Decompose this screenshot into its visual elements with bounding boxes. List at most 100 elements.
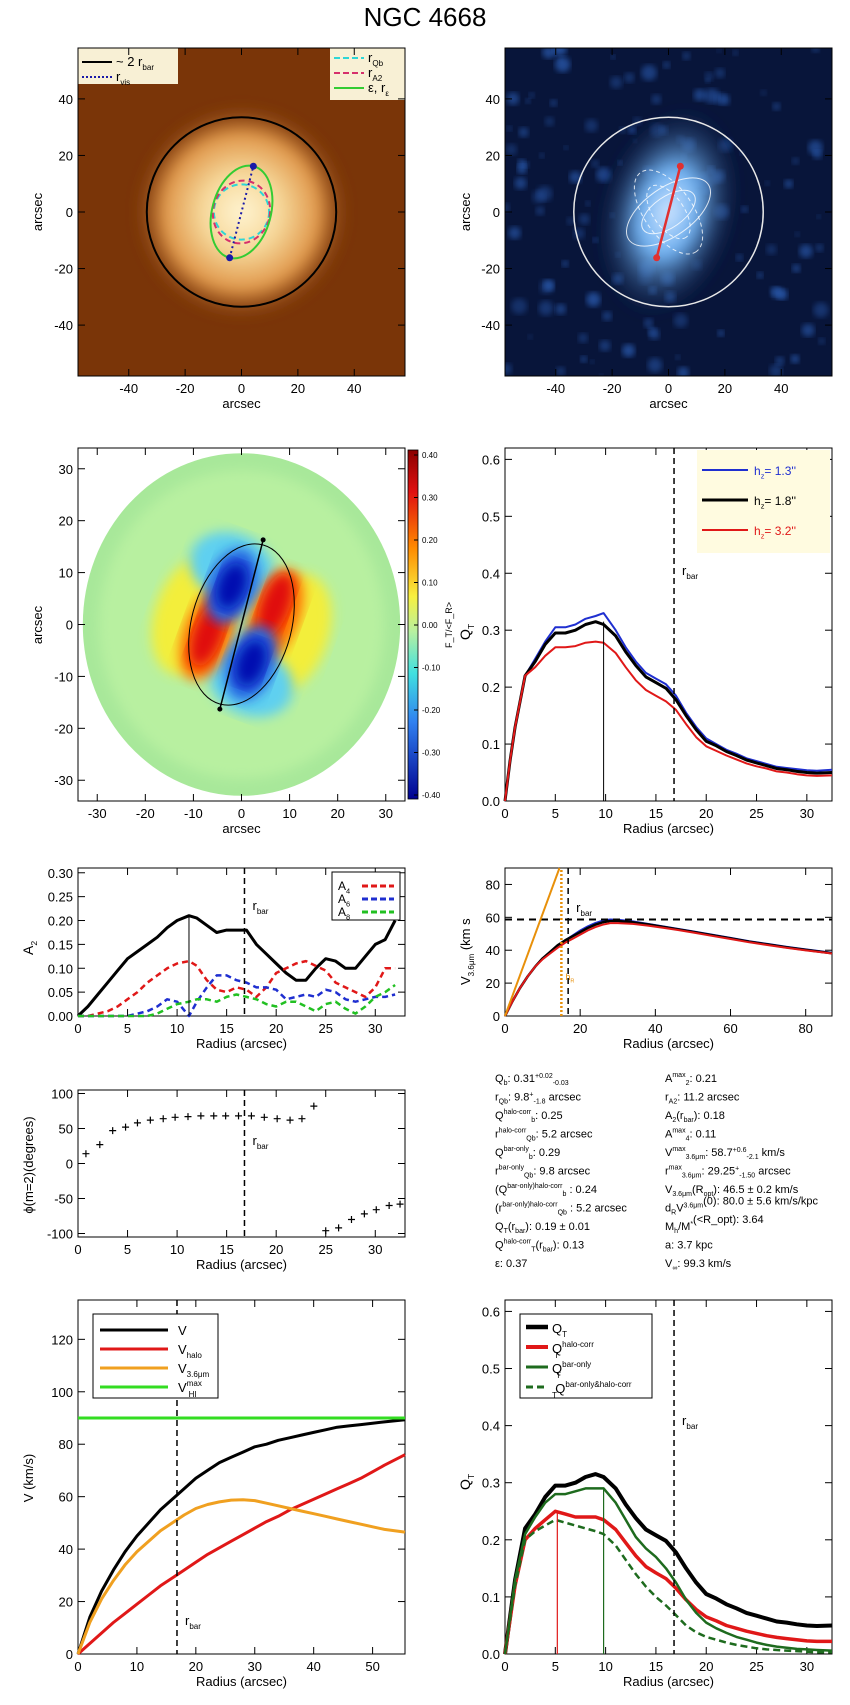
param-row: A2(rbar): 0.18: [665, 1110, 725, 1124]
p2-speckle: [544, 116, 555, 127]
y-tick-label: 40: [486, 92, 500, 107]
x-axis-label: Radius (arcsec): [196, 1257, 287, 1272]
colorbar-tick-label: 0.20: [422, 536, 438, 545]
p6-series-line: [504, 922, 833, 1017]
x-axis-label: arcsec: [649, 396, 688, 411]
x-tick-label: 60: [723, 1021, 737, 1036]
y-tick-label: 10: [59, 566, 73, 581]
x-tick-label: 0: [665, 381, 672, 396]
p6-series-line: [503, 919, 833, 1017]
p2-contour: [641, 189, 696, 235]
y-tick-label: 0.25: [48, 890, 73, 905]
p2-speckle: [815, 243, 824, 252]
y-tick-label: 0: [493, 205, 500, 220]
p5-y-axis-label: A2: [20, 941, 39, 955]
y-tick-label: 60: [59, 1490, 73, 1505]
param-row: Qb: 0.31+0.02-0.03: [495, 1073, 569, 1087]
x-tick-label: 15: [649, 806, 663, 821]
p1-rvis-line: [228, 165, 255, 259]
y-tick-label: 20: [486, 976, 500, 991]
p9-series-line: [76, 1418, 406, 1655]
p2-speckle: [662, 61, 671, 69]
p2-speckle: [578, 213, 590, 225]
p2-speckle: [590, 359, 595, 364]
x-tick-label: -40: [546, 381, 565, 396]
p5-legend-text: A6: [338, 892, 350, 909]
y-tick-label: 40: [59, 1542, 73, 1557]
x-tick-label: 20: [189, 1659, 203, 1674]
p2-speckle: [505, 363, 512, 375]
p9-series-line: [77, 1453, 406, 1656]
p7-point: [82, 1150, 90, 1158]
p7-point: [298, 1115, 306, 1123]
p9-y-axis-label: V (km/s): [21, 1454, 36, 1502]
p7-point: [184, 1113, 192, 1121]
x-tick-label: -20: [603, 381, 622, 396]
x-tick-label: 25: [749, 806, 763, 821]
p2-speckle: [557, 57, 563, 63]
p2-speckle: [813, 302, 829, 318]
p7-point: [396, 1200, 404, 1208]
p2-speckle: [532, 190, 546, 204]
rbar-label: rbar: [252, 898, 268, 916]
y-tick-label: 0.4: [482, 1419, 500, 1434]
x-axis-label: Radius (arcsec): [196, 1674, 287, 1689]
x-tick-label: 30: [800, 1659, 814, 1674]
p2-speckle: [682, 51, 691, 60]
p10-legend-text: Qhalo-corr T: [552, 1340, 594, 1360]
p3-axes: -30 -20 -10 0 10 20 30 -30 -20 -10 0 10 20 30 arcsec: [54, 447, 406, 836]
p2-axes: -40 -20 0 20 40 -40 -20 0 20 40 arcsec: [481, 47, 833, 411]
p2-speckle: [772, 286, 785, 300]
x-tick-label: 0: [501, 806, 508, 821]
p1-rvis-end: [226, 254, 234, 262]
p7-point: [347, 1216, 355, 1223]
p2-speckle: [610, 54, 616, 60]
p2-speckle: [569, 170, 582, 184]
param-row: Amax4: 0.11: [665, 1128, 716, 1143]
p2-speckle: [599, 373, 604, 376]
p9-legend-text: Vhalo: [178, 1342, 202, 1360]
p2-speckle: [792, 264, 801, 273]
y-tick-label: -100: [47, 1227, 73, 1242]
colorbar-tick-label: 0.30: [422, 494, 438, 503]
p2-speckle: [677, 366, 690, 376]
y-tick-label: 0.6: [482, 452, 500, 467]
p1-legend-text: ~ 2 rbar: [116, 54, 154, 72]
p1-legend-right-bg: [330, 48, 405, 100]
p2-speckle: [647, 357, 663, 373]
p7-point: [335, 1224, 343, 1232]
x-tick-label: 20: [718, 381, 732, 396]
p10-legend-text: QT: [552, 1321, 567, 1339]
p2-speckle: [741, 206, 748, 213]
p6-frame: [504, 867, 833, 1017]
x-axis-label: Radius (arcsec): [196, 1036, 287, 1051]
x-tick-label: 80: [798, 1021, 812, 1036]
p2-speckle: [791, 157, 799, 165]
p4-legend-text: hz= 1.3'': [754, 464, 796, 481]
p5-legend-text: A8: [338, 905, 350, 922]
p7-point: [146, 1116, 154, 1124]
x-tick-label: -20: [136, 806, 155, 821]
p2-speckle: [818, 337, 825, 345]
p4-frame: [504, 447, 833, 802]
y-tick-label: 0.15: [48, 937, 73, 952]
x-axis-label: arcsec: [222, 821, 261, 836]
param-row: QT(rbar): 0.19 ± 0.01: [495, 1221, 590, 1235]
p2-speckle: [586, 292, 601, 307]
x-tick-label: 10: [282, 806, 296, 821]
x-tick-label: 40: [774, 381, 788, 396]
x-tick-label: 50: [365, 1659, 379, 1674]
colorbar-label: F_T/<F_R>: [444, 602, 454, 648]
p2-speckle: [506, 92, 520, 105]
y-tick-label: 120: [51, 1332, 73, 1347]
y-tick-label: 30: [59, 462, 73, 477]
p2-speckle: [584, 119, 598, 133]
p4-legend-text: hz= 3.2'': [754, 524, 796, 541]
param-row: Amax2: 0.21: [665, 1072, 717, 1087]
y-tick-label: -40: [54, 318, 73, 333]
y-tick-label: 20: [59, 1595, 73, 1610]
p2-speckle: [599, 340, 611, 352]
param-row: (rbar-only)halo-corrQb : 5.2 arcsec: [495, 1202, 627, 1217]
x-tick-label: 0: [238, 806, 245, 821]
